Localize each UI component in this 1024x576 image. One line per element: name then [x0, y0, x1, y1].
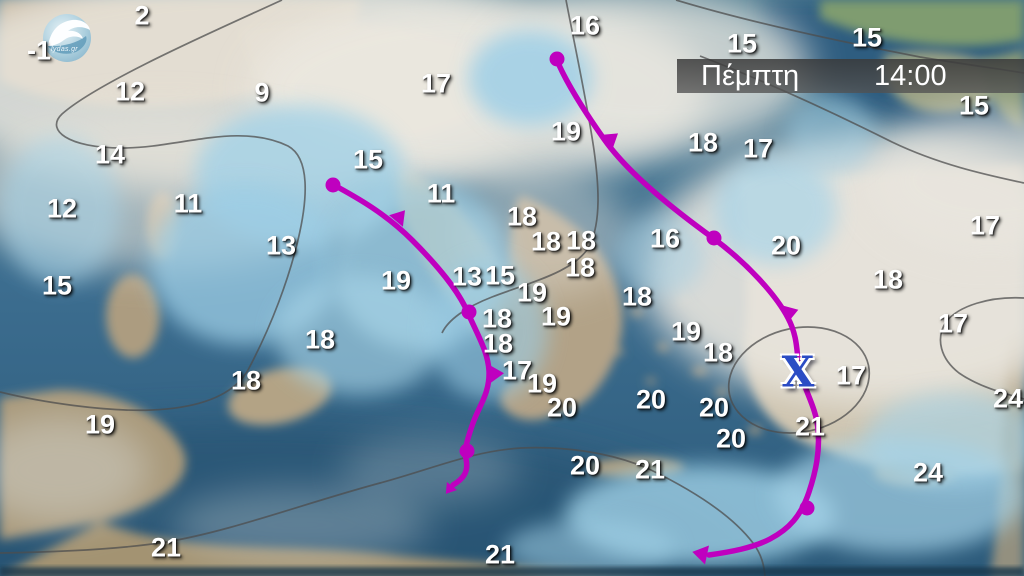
front-triangle-symbol	[782, 305, 799, 323]
temperature-label: 19	[516, 277, 548, 308]
station-logo	[43, 14, 91, 62]
front-circle-symbol	[461, 304, 477, 320]
front-circle-symbol	[706, 230, 722, 246]
temperature-label: 15	[958, 90, 990, 121]
temperature-label: 14	[94, 139, 126, 170]
temperature-label: 17	[742, 133, 774, 164]
temperature-label: 19	[670, 316, 702, 347]
front-circle-symbol	[459, 443, 475, 459]
temperature-label: 20	[770, 230, 802, 261]
isobar-line	[0, 446, 766, 576]
temperature-label: 11	[426, 178, 456, 209]
temperature-label: 19	[550, 116, 582, 147]
temperature-label: 18	[482, 328, 514, 359]
temperature-label: 18	[506, 201, 538, 232]
temperature-label: 15	[726, 28, 758, 59]
east-occluded-front	[553, 55, 822, 558]
temperature-label: 19	[380, 265, 412, 296]
temperature-label: 18	[687, 127, 719, 158]
temperature-label: 11	[173, 188, 203, 219]
isobar-line	[0, 0, 307, 412]
front-circle-symbol	[325, 177, 341, 193]
isobar-line	[441, 0, 599, 334]
low-pressure-marker: X	[781, 347, 815, 397]
west-occluded-front	[329, 181, 492, 488]
front-triangle-symbol	[389, 210, 405, 227]
temperature-label: 15	[352, 144, 384, 175]
temperature-label: 16	[649, 223, 681, 254]
temperature-label: 19	[526, 368, 558, 399]
temperature-label: 18	[530, 226, 562, 257]
temperature-label: 15	[41, 270, 73, 301]
temperature-label: 18	[872, 264, 904, 295]
forecast-banner: Πέμπτη 14:00	[677, 59, 1024, 93]
front-triangle-symbol	[489, 365, 504, 383]
temperature-label: 20	[546, 392, 578, 423]
temperature-label: 24	[912, 457, 944, 488]
temperature-label: 12	[114, 76, 146, 107]
temperature-label: 18	[230, 365, 262, 396]
isobar-line	[939, 296, 1024, 400]
forecast-time: 14:00	[874, 59, 947, 92]
temperature-label: 17	[420, 68, 452, 99]
front-arrow-tip	[445, 482, 458, 494]
temperature-label: 21	[150, 532, 182, 563]
temperature-label: 17	[937, 308, 969, 339]
temperature-label: 18	[304, 324, 336, 355]
temperature-label: 19	[540, 301, 572, 332]
precipitation-layer	[0, 30, 1024, 576]
logo-caption: lydas.gr	[51, 46, 78, 53]
temperature-label: 17	[501, 355, 533, 386]
front-circle-symbol	[549, 51, 565, 67]
temperature-label: 21	[794, 411, 826, 442]
temperature-label: 20	[635, 384, 667, 415]
temperature-label: 20	[698, 392, 730, 423]
temperature-label: 12	[46, 193, 78, 224]
forecast-day: Πέμπτη	[701, 59, 800, 92]
temperature-label: 17	[969, 210, 1001, 241]
temperature-label: 9	[254, 77, 270, 108]
temperature-label: 19	[84, 409, 116, 440]
temperature-label: 13	[451, 261, 483, 292]
temperature-label: 13	[265, 230, 297, 261]
front-lines	[325, 51, 822, 565]
temperature-label: 21	[484, 539, 516, 570]
bottom-vignette	[0, 567, 1024, 576]
temperature-label: 18	[481, 303, 513, 334]
low-pressure-isobar-ellipse	[727, 326, 871, 434]
temperature-label: 24	[992, 383, 1024, 414]
temperature-label: 18	[621, 281, 653, 312]
front-arrow-tip	[692, 545, 709, 565]
front-circle-symbol	[799, 500, 815, 516]
temperature-label: 2	[134, 0, 150, 31]
temperature-label: 18	[702, 337, 734, 368]
temperature-label: 21	[634, 454, 666, 485]
temperature-label: 17	[835, 360, 867, 391]
temperature-label: 20	[715, 423, 747, 454]
temperature-label: 15	[851, 22, 883, 53]
temperature-label: 18	[565, 225, 597, 256]
temperature-label: 15	[484, 260, 516, 291]
front-triangle-symbol	[601, 133, 618, 150]
temperature-label: -1	[26, 35, 52, 66]
temperature-label: 18	[564, 252, 596, 283]
temperature-label: 20	[569, 450, 601, 481]
temperature-label: 16	[569, 10, 601, 41]
